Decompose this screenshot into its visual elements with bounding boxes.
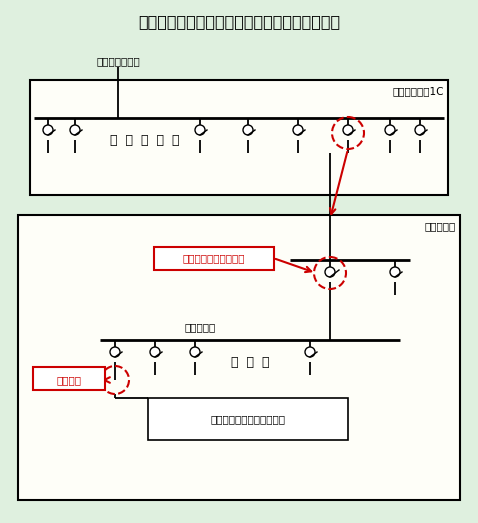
Circle shape: [190, 347, 200, 357]
Text: 計装用電源: 計装用電源: [185, 322, 216, 332]
Bar: [148, 398, 348, 440]
Circle shape: [195, 125, 205, 135]
Text: 損傷箇所: 損傷箇所: [56, 375, 82, 385]
Circle shape: [385, 125, 395, 135]
Circle shape: [415, 125, 425, 135]
Bar: [30, 80, 448, 195]
Circle shape: [325, 267, 335, 277]
Circle shape: [343, 125, 353, 135]
Circle shape: [390, 267, 400, 277]
Circle shape: [305, 347, 315, 357]
Text: 高圧注入ライン流量記録計: 高圧注入ライン流量記録計: [210, 414, 285, 424]
Circle shape: [43, 125, 53, 135]
Circle shape: [110, 347, 120, 357]
Bar: [18, 215, 460, 500]
Circle shape: [293, 125, 303, 135]
Text: 計装用分電盤1C: 計装用分電盤1C: [392, 86, 444, 96]
Text: ・  ・  ・: ・ ・ ・: [231, 356, 269, 369]
Text: 中央制御盤: 中央制御盤: [425, 221, 456, 231]
Text: 伊方発電所１号機　計装用電源単線結線概略図: 伊方発電所１号機 計装用電源単線結線概略図: [138, 15, 340, 29]
Circle shape: [70, 125, 80, 135]
Circle shape: [150, 347, 160, 357]
Text: 計装用電源装置: 計装用電源装置: [96, 56, 140, 66]
Text: ・  ・  ・  ・  ・: ・ ・ ・ ・ ・: [110, 133, 180, 146]
Circle shape: [243, 125, 253, 135]
FancyBboxPatch shape: [154, 247, 274, 270]
Text: トリップしたスイッチ: トリップしたスイッチ: [183, 253, 245, 263]
FancyBboxPatch shape: [33, 367, 105, 390]
